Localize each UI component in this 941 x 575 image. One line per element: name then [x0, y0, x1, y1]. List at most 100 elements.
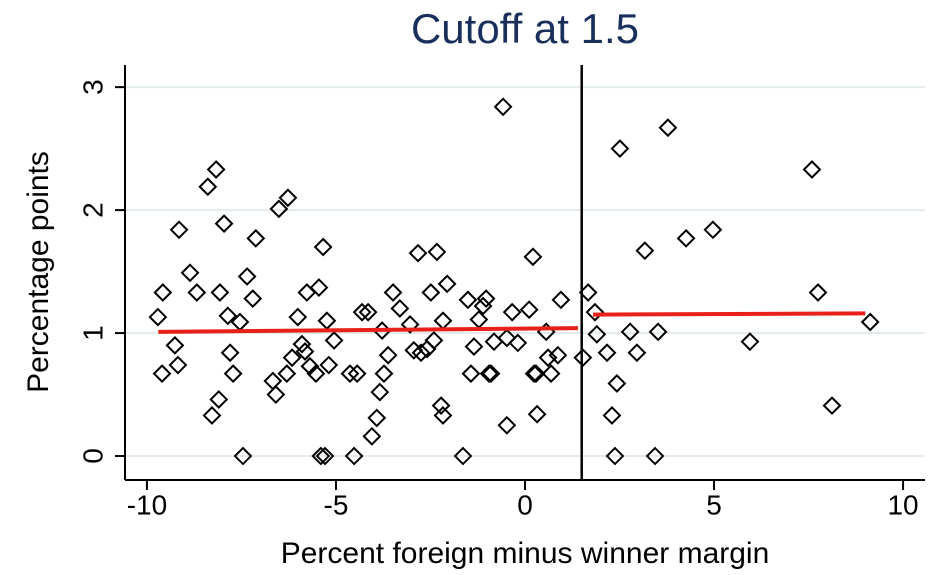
- point: [180, 263, 200, 283]
- point: [210, 283, 230, 302]
- point: [319, 355, 339, 375]
- point: [214, 214, 234, 234]
- point: [635, 241, 655, 261]
- point: [309, 278, 329, 297]
- point: [497, 415, 517, 435]
- point: [152, 364, 172, 384]
- y-tick-label: 1: [77, 325, 108, 341]
- point: [453, 446, 473, 466]
- point: [278, 188, 298, 208]
- point: [502, 302, 522, 322]
- point: [292, 334, 312, 354]
- x-tick-label: 5: [706, 489, 722, 520]
- point: [578, 283, 598, 302]
- point: [548, 345, 568, 365]
- fit-line: [158, 326, 578, 334]
- point: [374, 364, 394, 384]
- point: [408, 243, 428, 263]
- point: [808, 283, 828, 302]
- point: [508, 333, 528, 353]
- point: [153, 283, 173, 302]
- point: [573, 348, 593, 368]
- point: [476, 289, 496, 309]
- point: [551, 290, 571, 310]
- point: [421, 283, 441, 302]
- point: [187, 283, 207, 302]
- y-axis-label: Percentage points: [22, 151, 55, 393]
- point: [648, 322, 668, 342]
- point: [237, 267, 257, 286]
- x-tick-label: 10: [887, 489, 918, 520]
- point: [676, 228, 696, 248]
- x-tick-label: 0: [517, 489, 533, 520]
- point: [347, 364, 367, 384]
- y-tick-label: 0: [77, 448, 108, 464]
- point: [536, 322, 556, 342]
- point: [295, 342, 315, 361]
- point: [243, 289, 263, 309]
- x-tick-label: -10: [127, 489, 167, 520]
- point: [541, 364, 561, 384]
- point: [645, 446, 665, 466]
- point: [358, 302, 378, 322]
- point: [313, 237, 333, 257]
- point: [461, 364, 481, 384]
- point: [605, 446, 625, 466]
- point: [198, 177, 218, 197]
- point: [860, 312, 880, 332]
- point: [526, 364, 546, 384]
- x-axis-label: Percent foreign minus winner margin: [281, 537, 770, 570]
- point: [367, 408, 387, 428]
- point: [165, 335, 185, 355]
- point: [538, 348, 558, 368]
- point: [269, 199, 289, 219]
- y-tick-label: 3: [77, 79, 108, 95]
- point: [220, 343, 240, 363]
- point: [246, 228, 266, 248]
- point: [311, 446, 331, 466]
- point: [740, 332, 760, 352]
- point: [324, 331, 344, 350]
- point: [148, 307, 168, 327]
- point: [352, 302, 372, 322]
- point: [266, 385, 286, 404]
- point: [519, 300, 539, 320]
- point: [658, 118, 678, 138]
- point: [168, 355, 188, 375]
- point: [479, 364, 499, 384]
- point: [390, 299, 410, 318]
- point: [437, 274, 457, 294]
- point: [587, 324, 607, 344]
- point: [620, 322, 640, 342]
- point: [464, 337, 484, 356]
- point: [383, 283, 403, 302]
- point: [400, 315, 420, 334]
- fit-line: [593, 311, 866, 317]
- point: [411, 343, 431, 363]
- point: [458, 290, 478, 310]
- point: [370, 382, 390, 402]
- point: [497, 328, 517, 348]
- point: [223, 364, 243, 384]
- point: [627, 343, 647, 363]
- y-tick-label: 2: [77, 202, 108, 218]
- point: [340, 364, 360, 384]
- point: [527, 404, 547, 424]
- chart-title: Cutoff at 1.5: [411, 5, 639, 52]
- point: [306, 364, 326, 384]
- point: [218, 306, 238, 326]
- point: [424, 331, 444, 350]
- point: [378, 345, 398, 365]
- point: [277, 364, 297, 384]
- point: [822, 396, 842, 416]
- point: [169, 220, 189, 240]
- point: [209, 390, 229, 409]
- point: [602, 406, 622, 425]
- point: [523, 247, 543, 267]
- point: [315, 446, 335, 466]
- point: [703, 220, 723, 240]
- point: [263, 371, 283, 391]
- point: [288, 307, 308, 327]
- point: [433, 311, 453, 331]
